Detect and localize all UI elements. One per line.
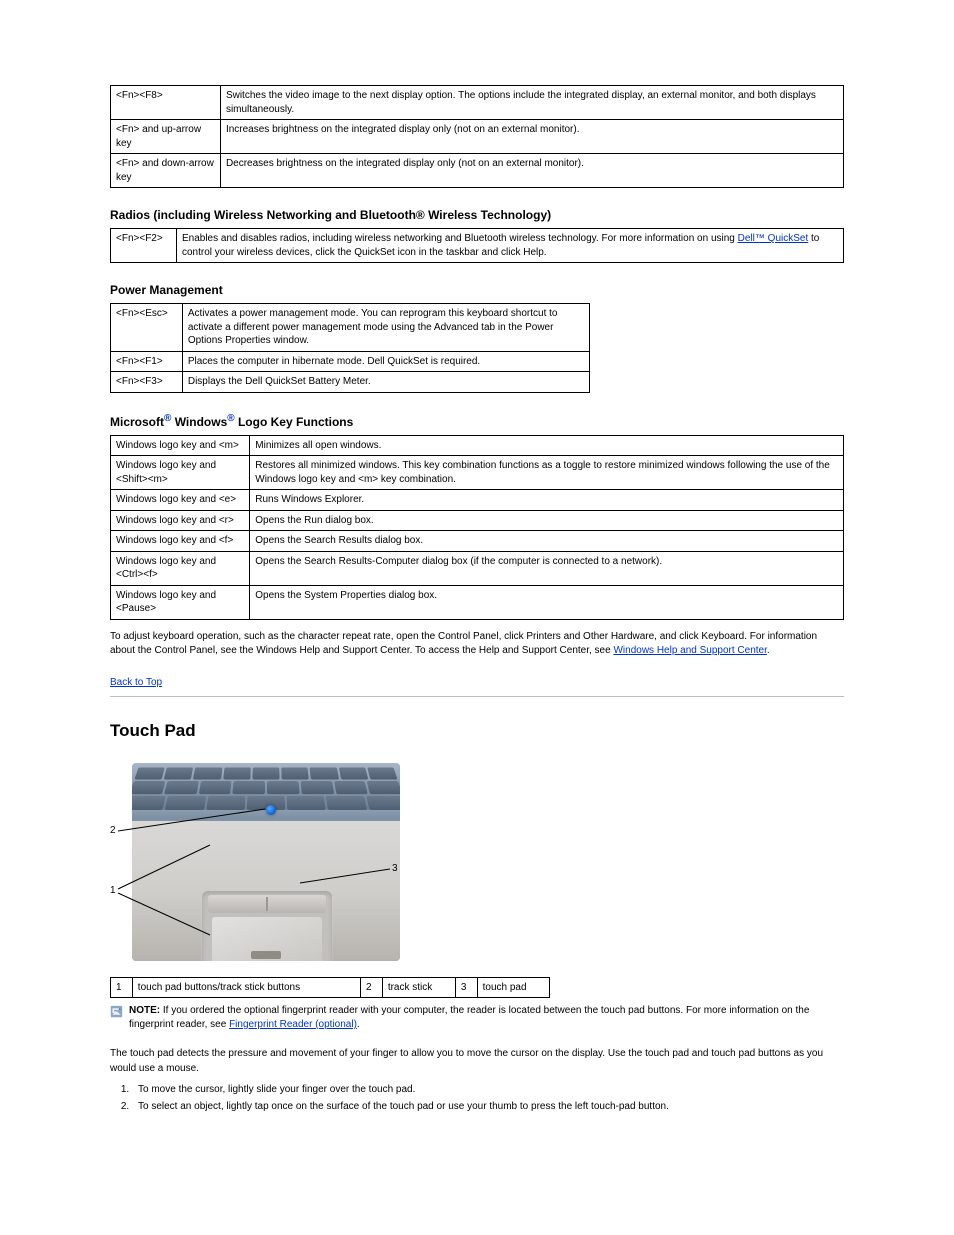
table-cell: track stick [382,977,455,998]
touchpad-body: The touch pad detects the pressure and m… [110,1046,844,1076]
table-cell: Switches the video image to the next dis… [220,86,843,120]
winlogo-table: Windows logo key and <m>Minimizes all op… [110,435,844,620]
table-cell: Windows logo key and <Shift><m> [111,456,250,490]
winlogo-title: Microsoft® Windows® Logo Key Functions [110,413,844,429]
table-cell: touch pad [477,977,549,998]
table-cell: Places the computer in hibernate mode. D… [182,351,589,372]
help-center-link[interactable]: Windows Help and Support Center [613,645,766,656]
table-cell: <Fn><F8> [111,86,221,120]
inline-link[interactable]: Dell™ QuickSet [738,233,809,244]
list-item: To select an object, lightly tap once on… [132,1099,844,1114]
table-cell: <Fn><Esc> [111,304,183,352]
table-cell: Windows logo key and <e> [111,490,250,511]
table-cell: <Fn> and up-arrow key [111,120,221,154]
list-item: To move the cursor, lightly slide your f… [132,1082,844,1097]
table-cell: <Fn><F1> [111,351,183,372]
table-cell: Minimizes all open windows. [250,435,844,456]
table-cell: Increases brightness on the integrated d… [220,120,843,154]
table-cell: Opens the Search Results dialog box. [250,531,844,552]
table-cell: 3 [455,977,477,998]
power-table: <Fn><Esc>Activates a power management mo… [110,303,590,393]
touchpad-steps: To move the cursor, lightly slide your f… [110,1082,844,1114]
table-cell: Windows logo key and <r> [111,510,250,531]
touchpad-heading: Touch Pad [110,721,844,741]
table-cell: Windows logo key and <Ctrl><f> [111,551,250,585]
divider [110,696,844,697]
table-cell: <Fn><F2> [111,229,177,263]
touchpad-figure: 2 1 3 [110,763,400,963]
table-cell: Opens the System Properties dialog box. [250,585,844,619]
power-title: Power Management [110,283,844,297]
keyboard-adjust-text: To adjust keyboard operation, such as th… [110,630,844,658]
table-cell: 1 [111,977,133,998]
radios-title: Radios (including Wireless Networking an… [110,208,844,222]
table-cell: Enables and disables radios, including w… [176,229,843,263]
note-icon [110,1005,123,1018]
table-cell: Windows logo key and <Pause> [111,585,250,619]
fingerprint-link[interactable]: Fingerprint Reader (optional) [229,1019,357,1030]
table-cell: Opens the Search Results-Computer dialog… [250,551,844,585]
table-cell: Runs Windows Explorer. [250,490,844,511]
table-cell: Displays the Dell QuickSet Battery Meter… [182,372,589,393]
table-cell: 2 [361,977,383,998]
touchpad-parts-table: 1touch pad buttons/track stick buttons2t… [110,977,550,999]
table-cell: Decreases brightness on the integrated d… [220,154,843,188]
table-cell: Windows logo key and <f> [111,531,250,552]
table-cell: Opens the Run dialog box. [250,510,844,531]
radios-table: <Fn><F2>Enables and disables radios, inc… [110,228,844,263]
table-cell: <Fn><F3> [111,372,183,393]
table-cell: touch pad buttons/track stick buttons [132,977,360,998]
display-fn-table: <Fn><F8>Switches the video image to the … [110,85,844,188]
table-cell: <Fn> and down-arrow key [111,154,221,188]
table-cell: Restores all minimized windows. This key… [250,456,844,490]
back-to-top-link[interactable]: Back to Top [110,677,162,688]
table-cell: Activates a power management mode. You c… [182,304,589,352]
table-cell: Windows logo key and <m> [111,435,250,456]
fingerprint-note: NOTE: If you ordered the optional finger… [110,1004,844,1032]
